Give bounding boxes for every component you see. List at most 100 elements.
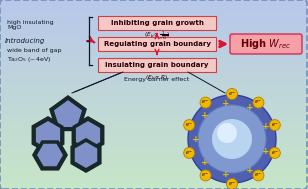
Bar [0,110,308,112]
Text: $(E_b\propto\frac{1}{\sqrt{G}})$: $(E_b\propto\frac{1}{\sqrt{G}})$ [144,30,170,42]
Text: $e^-$: $e^-$ [254,172,263,179]
Bar [0,143,308,145]
Circle shape [212,119,252,159]
Circle shape [253,170,264,181]
Bar [0,157,308,159]
Circle shape [269,147,280,158]
Bar [0,173,308,175]
Bar [0,14,308,16]
Bar [0,30,308,32]
Text: high insulating
MgO: high insulating MgO [7,20,54,30]
Bar [0,58,308,60]
Bar [0,63,308,65]
Bar [0,102,308,104]
Polygon shape [31,116,64,154]
Circle shape [200,170,211,181]
Bar [0,82,308,84]
Bar [0,60,308,61]
Bar [0,43,308,44]
Bar [0,142,308,143]
Circle shape [226,88,237,99]
Bar [0,6,308,8]
Bar [0,52,308,53]
Bar [0,65,308,66]
Bar [0,94,308,96]
Bar [0,74,308,76]
Bar [0,33,308,35]
Text: $e^-$: $e^-$ [185,121,193,129]
Circle shape [200,97,211,108]
Bar [0,79,308,80]
Bar [0,57,308,58]
Text: $e^-$: $e^-$ [228,180,236,188]
Text: $e^-$: $e^-$ [254,99,263,106]
Bar [0,38,308,39]
Bar [0,148,308,150]
Bar [0,136,308,137]
Bar [0,129,308,131]
Bar [0,20,308,22]
Bar [0,66,308,68]
Bar [0,139,308,140]
Circle shape [198,105,266,173]
Text: $e^-$: $e^-$ [271,149,279,157]
Bar [0,126,308,128]
Bar [0,104,308,105]
Bar [0,32,308,33]
Bar [0,9,308,11]
Circle shape [217,123,237,143]
Bar [0,68,308,69]
Bar [0,28,308,30]
Bar [0,101,308,102]
Bar [0,88,308,90]
Bar [0,3,308,5]
FancyBboxPatch shape [98,16,216,30]
Bar [0,156,308,157]
Bar [0,61,308,63]
Text: +: + [222,99,229,108]
Bar [0,140,308,142]
Bar [0,181,308,183]
Text: Regulating grain boundary: Regulating grain boundary [103,41,210,47]
Bar [0,121,308,123]
Bar [0,169,308,170]
Text: Energy barrier effect: Energy barrier effect [124,77,190,83]
Circle shape [269,120,280,131]
FancyBboxPatch shape [98,37,216,51]
Bar [0,117,308,118]
Polygon shape [32,139,68,171]
Text: Introducing: Introducing [5,38,45,44]
Bar [0,27,308,28]
Polygon shape [71,116,104,154]
Bar [0,161,308,162]
Bar [0,124,308,126]
Text: +: + [201,158,208,167]
Circle shape [184,147,195,158]
Bar [0,132,308,134]
Polygon shape [73,140,99,170]
Circle shape [188,95,276,183]
Bar [0,71,308,72]
Bar [0,153,308,154]
Bar [0,35,308,36]
Bar [0,55,308,57]
Bar [0,96,308,98]
Bar [0,162,308,164]
Bar [0,76,308,77]
Text: +: + [201,111,208,120]
Bar [0,165,308,167]
Bar [0,39,308,41]
Bar [0,128,308,129]
Bar [0,183,308,184]
Bar [0,90,308,91]
Text: wide band of gap
Ta$_2$O$_5$ (~4eV): wide band of gap Ta$_2$O$_5$ (~4eV) [7,48,62,64]
Bar [0,107,308,109]
Bar [0,24,308,25]
Bar [0,80,308,82]
Polygon shape [35,142,65,168]
Text: $e^-$: $e^-$ [185,149,193,157]
Bar [0,151,308,153]
Bar [0,8,308,9]
Bar [0,172,308,173]
Bar [0,154,308,156]
